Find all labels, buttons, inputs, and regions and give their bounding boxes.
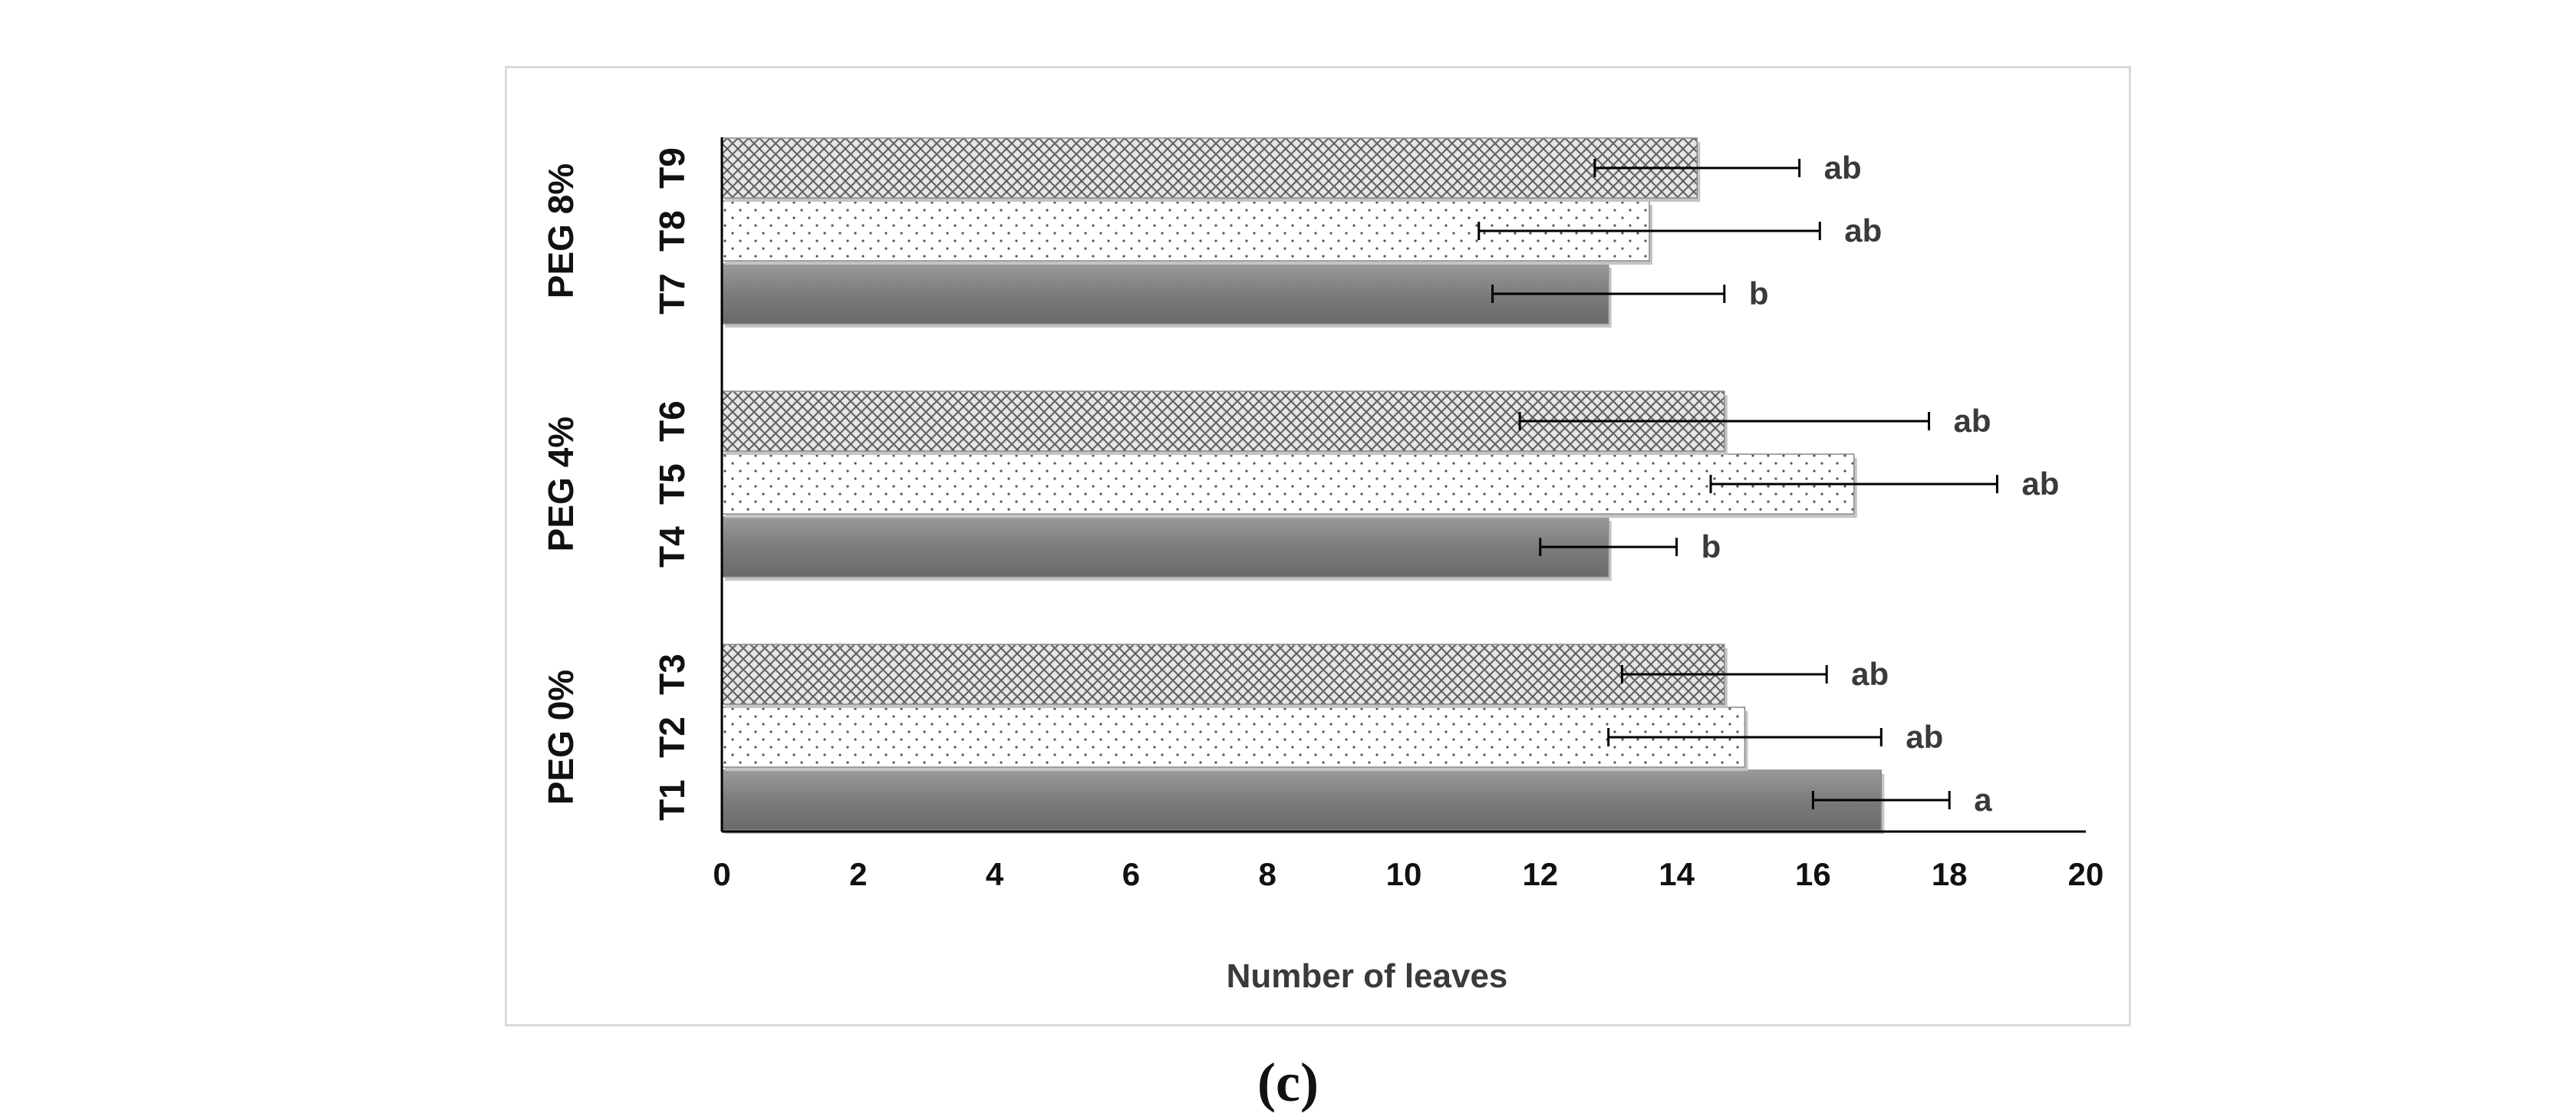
chart-frame: a T1 ab T2 ab T3 PEG 0% b T4 ab T5 ab T6 PEG 4% b T7 ab T… [505,66,2131,1026]
significance-label: b [1701,529,1721,565]
x-tick-label: 16 [1795,856,1831,892]
bars-layer [721,137,1998,834]
significance-label: ab [2021,466,2059,502]
significance-label: ab [1906,719,1943,755]
bar-t5 [721,453,1855,515]
bar-t2 [721,707,1746,768]
significance-label: ab [1844,212,1882,249]
x-tick-label: 18 [1932,856,1968,892]
bar-t9 [721,137,1698,199]
significance-label: a [1974,782,1992,818]
group-label: PEG 8% [541,163,581,298]
bar-t7 [721,263,1609,324]
x-tick-label: 8 [1259,856,1276,892]
category-label: T4 [652,526,692,568]
category-label: T8 [652,210,692,252]
x-tick-label: 0 [713,856,730,892]
x-tick-label: 20 [2068,856,2104,892]
group-label: PEG 4% [541,417,581,552]
panel-caption: (c) [1257,1052,1319,1113]
category-label: T2 [652,716,692,758]
significance-label: ab [1954,403,1991,439]
bar-chart: a T1 ab T2 ab T3 PEG 0% b T4 ab T5 ab T6 PEG 4% b T7 ab T… [541,137,2103,995]
category-label: T1 [652,779,692,821]
bar-t3 [721,644,1725,705]
significance-label: b [1749,275,1769,311]
x-tick-label: 6 [1122,856,1140,892]
bar-t4 [721,516,1609,578]
significance-label: ab [1824,150,1862,186]
x-tick-label: 10 [1386,856,1422,892]
category-label: T6 [652,400,692,442]
group-label: PEG 0% [541,670,581,805]
category-label: T3 [652,654,692,695]
x-tick-label: 12 [1522,856,1558,892]
significance-label: ab [1851,656,1889,692]
category-label: T5 [652,463,692,505]
bar-t1 [721,769,1883,831]
x-tick-label: 14 [1659,856,1695,892]
category-label: T7 [652,273,692,315]
x-tick-label: 2 [849,856,867,892]
category-label: T9 [652,147,692,189]
x-axis-title: Number of leaves [1227,957,1508,995]
labels-layer: a T1 ab T2 ab T3 PEG 0% b T4 ab T5 ab T6 PEG 4% b T7 ab T… [541,147,2103,892]
x-tick-label: 4 [986,856,1004,892]
